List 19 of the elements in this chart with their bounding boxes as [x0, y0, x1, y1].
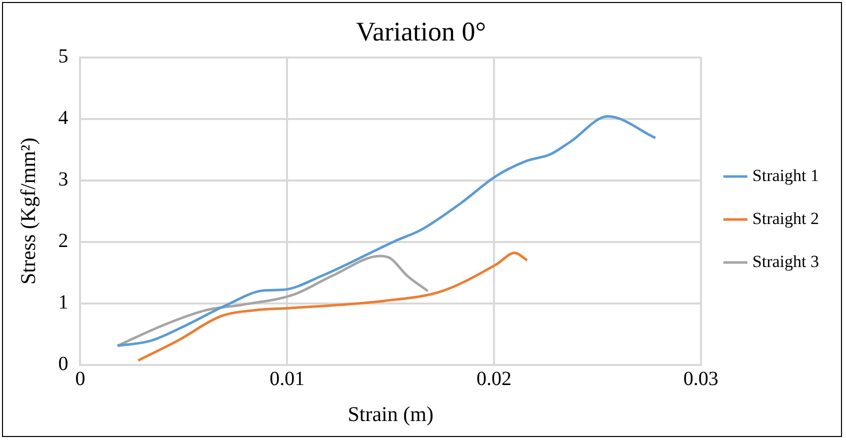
y-tick-label: 0 — [58, 353, 68, 376]
legend-label: Straight 3 — [752, 252, 820, 271]
y-axis-title: Stress (Kgf/mm²) — [16, 138, 40, 285]
y-tick-label: 5 — [58, 46, 68, 68]
chart-title: Variation 0° — [356, 16, 486, 46]
x-tick-label: 0.01 — [270, 368, 305, 390]
line-series — [116, 115, 657, 347]
y-tick-label: 1 — [58, 292, 68, 314]
legend-label: Straight 1 — [752, 166, 820, 185]
x-tick-label: 0.02 — [476, 368, 512, 390]
y-tick-label: 3 — [58, 168, 68, 191]
line-series — [116, 254, 430, 347]
x-axis-title: Strain (m) — [348, 402, 434, 426]
x-tick-label: 0.03 — [683, 368, 718, 390]
x-tick-label: 0 — [75, 368, 86, 390]
line-series — [136, 252, 528, 362]
y-tick-label: 2 — [58, 230, 68, 252]
y-tick-label: 4 — [58, 107, 68, 130]
legend-label: Straight 2 — [752, 208, 820, 228]
